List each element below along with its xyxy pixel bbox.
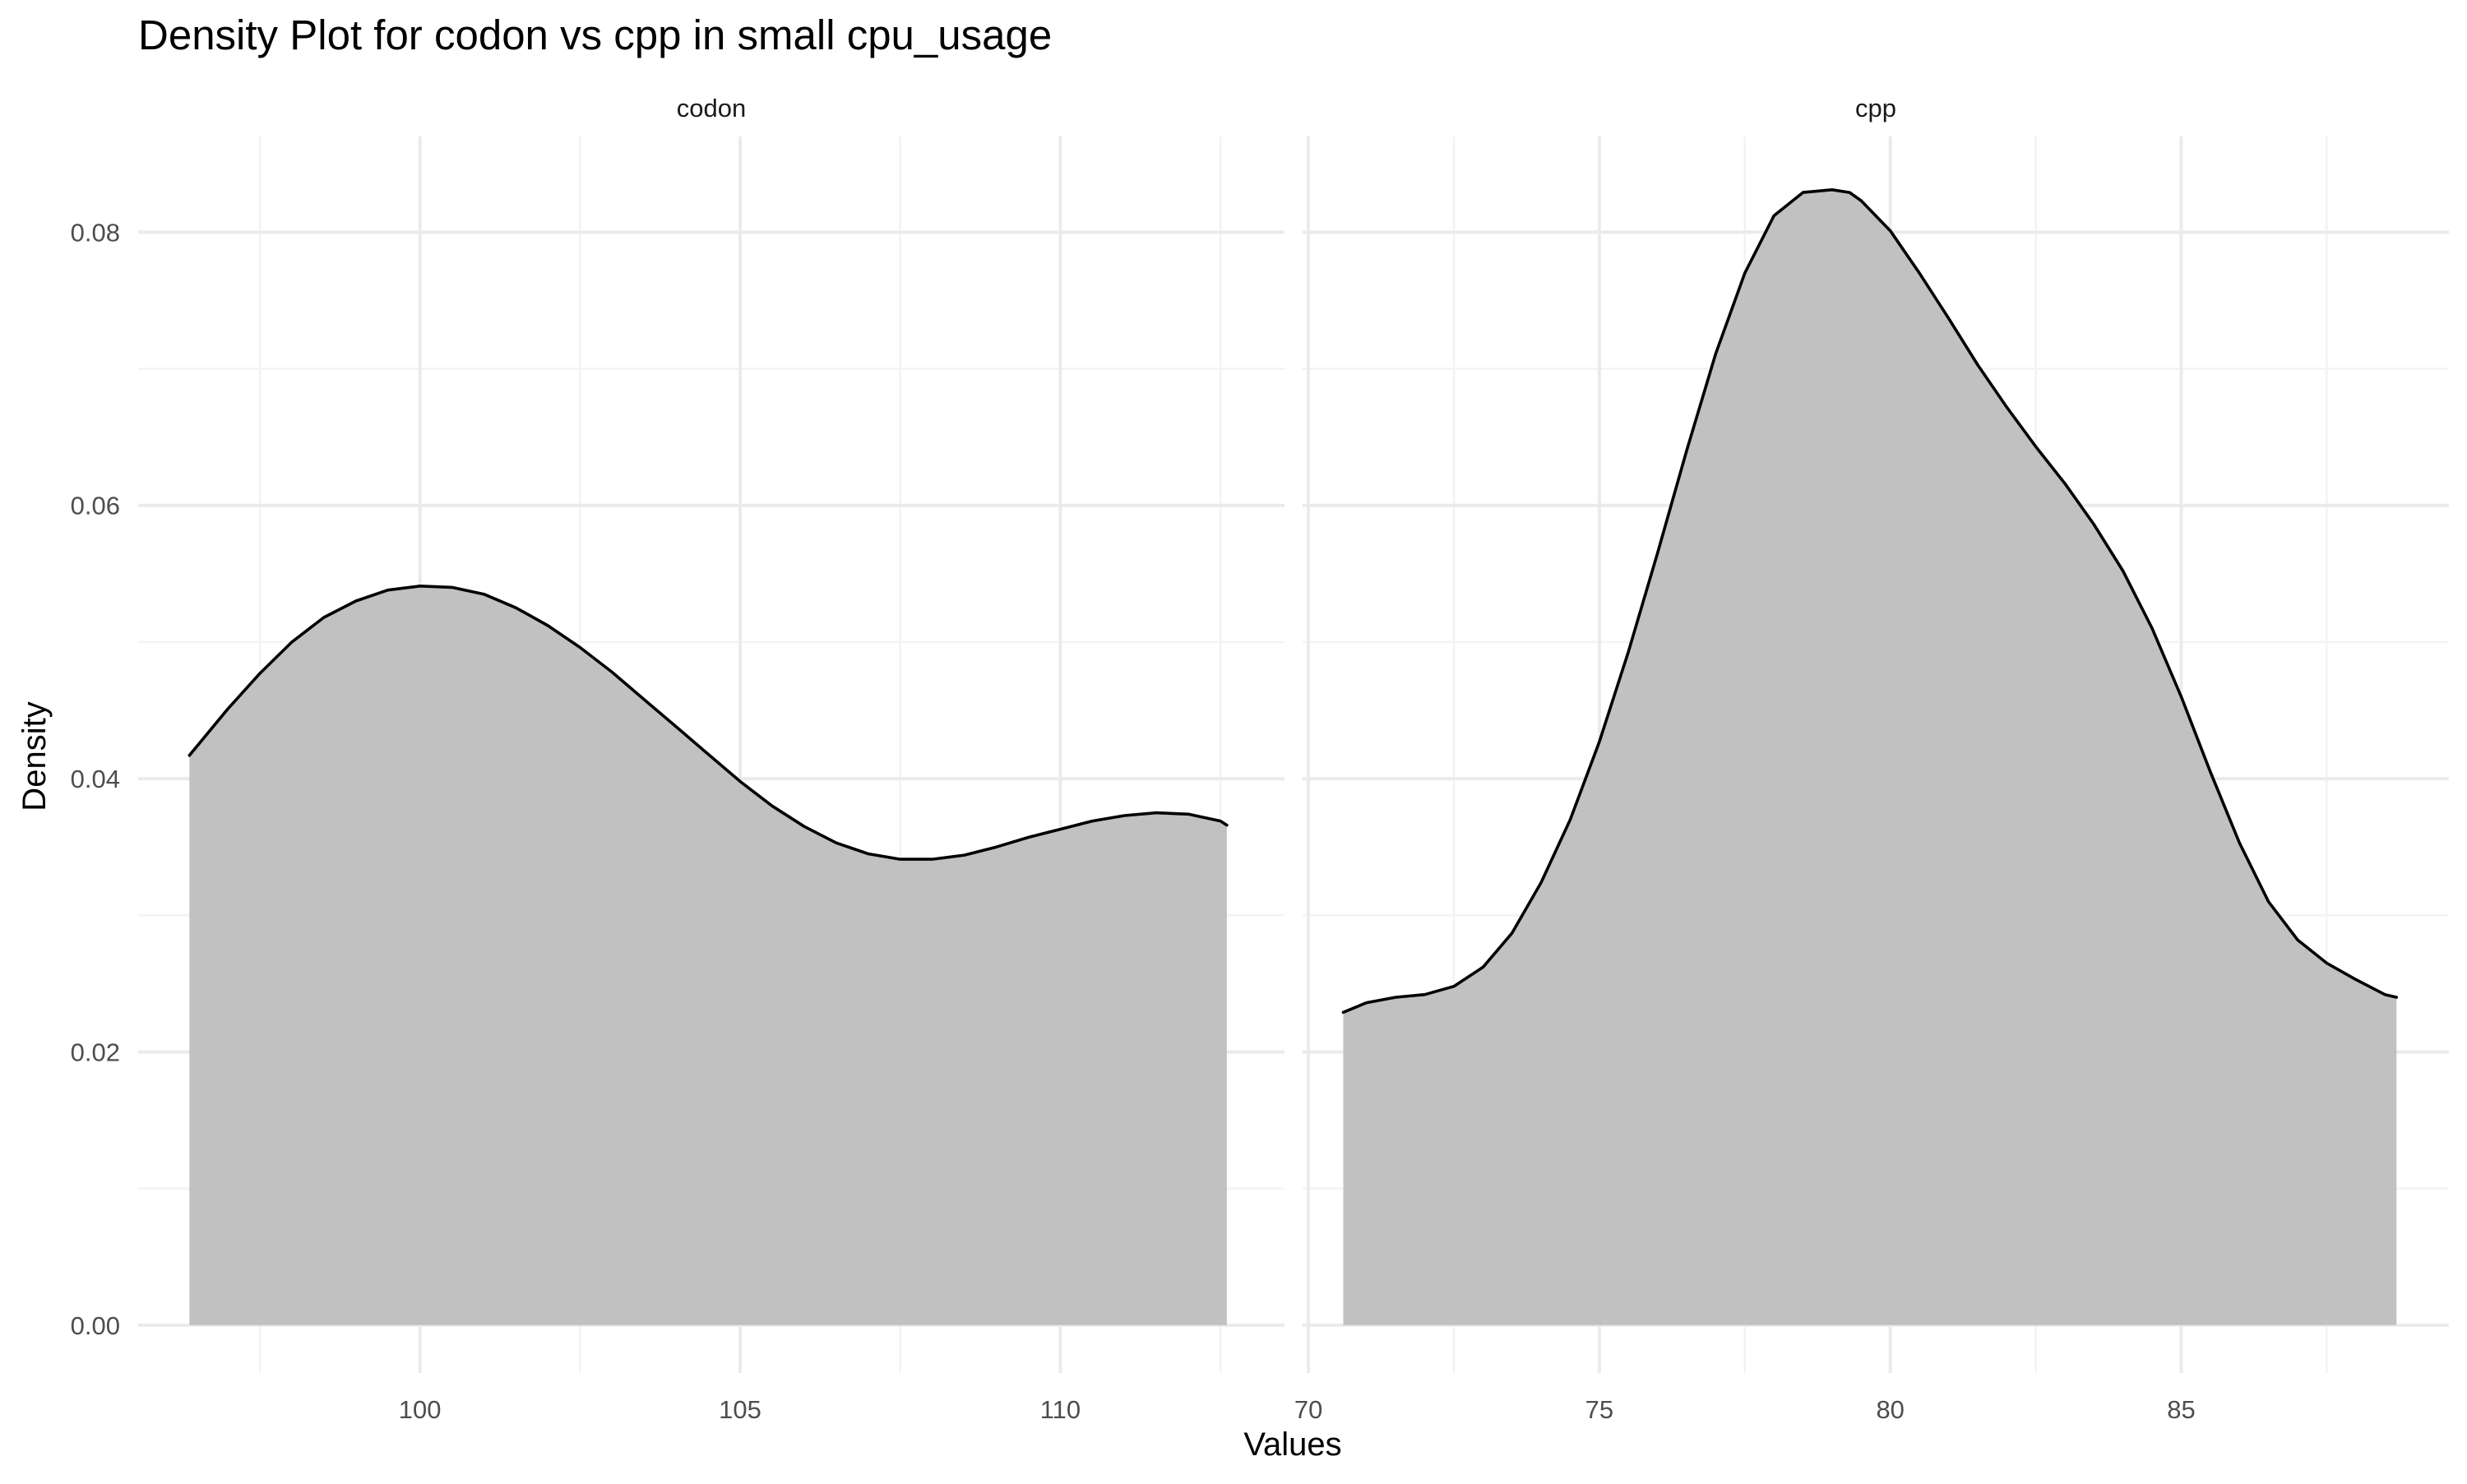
density-line-cpp: [1341, 188, 2399, 1015]
density-area-codon: [189, 585, 1227, 1325]
x-tick-label: 105: [719, 1395, 761, 1424]
density-line-codon: [187, 585, 1229, 861]
panels-layer: 0.00 0.02 0.04 0.06 0.08 100 105 110 codon 70 75 80…: [71, 94, 2449, 1424]
x-tick-label: 70: [1294, 1395, 1322, 1424]
y-tick-label: 0.00: [71, 1311, 120, 1340]
y-tick-label: 0.04: [71, 765, 120, 793]
y-tick-label: 0.02: [71, 1038, 120, 1066]
facet-strip-label: codon: [677, 94, 746, 123]
y-axis-title: Density: [16, 701, 53, 811]
x-tick-label: 110: [1040, 1395, 1081, 1424]
facet-panel-codon: 100 105 110 codon: [138, 94, 1284, 1424]
x-tick-label: 80: [1876, 1395, 1904, 1424]
x-tick-label: 85: [2167, 1395, 2195, 1424]
x-axis-title: Values: [1243, 1426, 1341, 1463]
x-tick-label: 100: [399, 1395, 442, 1424]
facet-panel-cpp: 70 75 80 85 cpp: [1294, 94, 2449, 1424]
y-tick-label: 0.06: [71, 492, 120, 520]
x-tick-label: 75: [1585, 1395, 1613, 1424]
chart-title: Density Plot for codon vs cpp in small c…: [138, 12, 1052, 58]
y-tick-label: 0.08: [71, 218, 120, 247]
facet-strip-label: cpp: [1855, 94, 1896, 123]
density-area-cpp: [1343, 189, 2397, 1325]
